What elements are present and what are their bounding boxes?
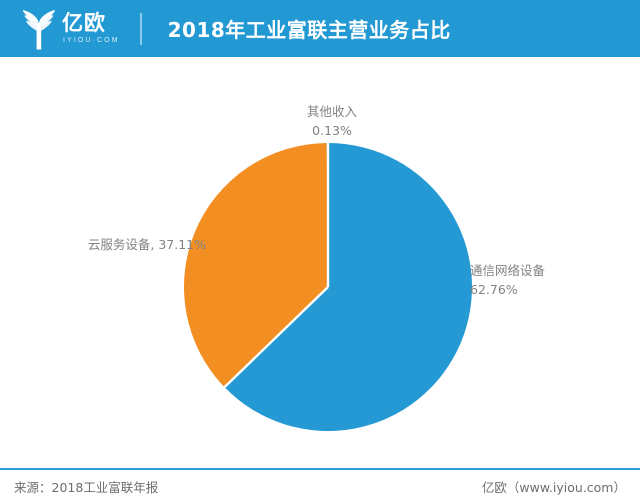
page-header: 亿欧 IYIOU·COM 2018年工业富联主营业务占比 — [0, 0, 640, 57]
pie-chart-svg — [183, 142, 472, 431]
label-other-income-name: 其他收入 — [306, 104, 357, 119]
label-comm-network-equipment-name: 通信网络设备 — [470, 263, 546, 278]
pie-slice-comm[interactable] — [224, 143, 472, 431]
label-cloud-equipment: 云服务设备, 37.11% — [26, 235, 206, 254]
footer-source: 来源：2018工业富联年报 — [14, 480, 159, 495]
brand-name-cn: 亿欧 — [62, 11, 106, 35]
label-other-income-value: 0.13% — [312, 123, 352, 138]
yiou-tree-logo-icon — [22, 8, 56, 50]
pie-slice-cloud[interactable] — [183, 143, 328, 388]
label-other-income: 其他收入 0.13% — [272, 102, 392, 140]
pie-chart: 其他收入 0.13% 云服务设备, 37.11% 通信网络设备 62.76% — [0, 57, 640, 459]
page-footer: 来源：2018工业富联年报 亿欧（www.iyiou.com） — [0, 470, 640, 503]
footer-site: 亿欧（www.iyiou.com） — [481, 480, 626, 495]
brand-logo-text: 亿欧 IYIOU·COM — [62, 8, 120, 50]
pie-divider-lower-left — [223, 286, 329, 389]
footer-divider — [0, 468, 640, 470]
label-cloud-equipment-text: 云服务设备, 37.11% — [87, 237, 206, 252]
page-title: 2018年工业富联主营业务占比 — [167, 18, 451, 42]
label-comm-network-equipment: 通信网络设备 62.76% — [470, 261, 630, 299]
header-divider — [139, 12, 142, 45]
label-comm-network-equipment-value: 62.76% — [470, 282, 518, 297]
brand-logo[interactable]: 亿欧 IYIOU·COM — [22, 7, 120, 51]
brand-name-en: IYIOU·COM — [63, 37, 120, 44]
